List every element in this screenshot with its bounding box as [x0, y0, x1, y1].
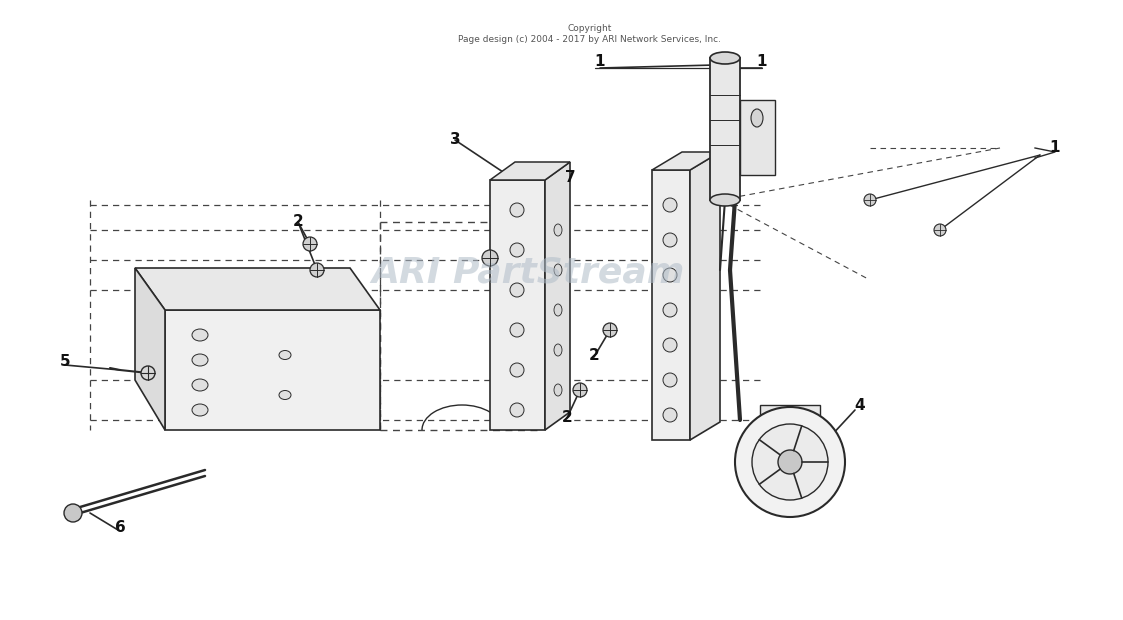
- Circle shape: [510, 323, 524, 337]
- Circle shape: [663, 268, 677, 282]
- Polygon shape: [545, 162, 570, 430]
- Circle shape: [663, 233, 677, 247]
- Circle shape: [141, 366, 155, 380]
- Circle shape: [310, 263, 325, 277]
- Ellipse shape: [192, 354, 208, 366]
- Circle shape: [663, 338, 677, 352]
- Circle shape: [603, 323, 617, 337]
- Ellipse shape: [535, 411, 546, 429]
- Ellipse shape: [279, 391, 291, 399]
- Circle shape: [510, 283, 524, 297]
- Text: 1: 1: [1050, 141, 1060, 156]
- Ellipse shape: [192, 404, 208, 416]
- Text: 2: 2: [588, 348, 600, 363]
- Polygon shape: [652, 170, 690, 440]
- Text: 6: 6: [115, 521, 126, 536]
- Text: 1: 1: [595, 55, 605, 69]
- Circle shape: [934, 224, 946, 236]
- Polygon shape: [135, 268, 165, 430]
- Ellipse shape: [192, 329, 208, 341]
- Ellipse shape: [554, 384, 562, 396]
- Circle shape: [663, 373, 677, 387]
- Polygon shape: [490, 162, 570, 180]
- Circle shape: [663, 198, 677, 212]
- Circle shape: [778, 450, 802, 474]
- Text: 5: 5: [60, 355, 71, 370]
- Polygon shape: [135, 268, 380, 310]
- Polygon shape: [490, 180, 545, 430]
- Circle shape: [510, 243, 524, 257]
- Ellipse shape: [554, 304, 562, 316]
- Ellipse shape: [554, 224, 562, 236]
- Ellipse shape: [535, 309, 546, 327]
- Circle shape: [510, 403, 524, 417]
- Circle shape: [64, 504, 82, 522]
- Polygon shape: [740, 100, 775, 175]
- Text: 3: 3: [449, 133, 460, 148]
- Circle shape: [510, 363, 524, 377]
- Text: 4: 4: [855, 399, 866, 414]
- Circle shape: [663, 408, 677, 422]
- Circle shape: [752, 424, 828, 500]
- Ellipse shape: [710, 194, 740, 206]
- Polygon shape: [690, 152, 720, 440]
- Circle shape: [303, 237, 317, 251]
- Ellipse shape: [710, 52, 740, 64]
- Circle shape: [510, 203, 524, 217]
- Circle shape: [663, 303, 677, 317]
- Polygon shape: [760, 405, 820, 500]
- Circle shape: [482, 250, 497, 266]
- Circle shape: [734, 407, 844, 517]
- Polygon shape: [652, 152, 720, 170]
- Polygon shape: [165, 310, 380, 430]
- Text: ARI PartStream: ARI PartStream: [371, 256, 685, 290]
- Text: Copyright
Page design (c) 2004 - 2017 by ARI Network Services, Inc.: Copyright Page design (c) 2004 - 2017 by…: [458, 24, 721, 44]
- Text: 2: 2: [293, 215, 303, 229]
- Ellipse shape: [535, 241, 546, 259]
- Ellipse shape: [751, 109, 763, 127]
- Ellipse shape: [554, 344, 562, 356]
- Text: 2: 2: [562, 410, 573, 425]
- Ellipse shape: [535, 276, 546, 294]
- Circle shape: [864, 194, 876, 206]
- Ellipse shape: [192, 379, 208, 391]
- Ellipse shape: [279, 350, 291, 360]
- Ellipse shape: [554, 264, 562, 276]
- Polygon shape: [710, 58, 740, 200]
- Circle shape: [573, 383, 587, 397]
- Text: 7: 7: [565, 170, 575, 185]
- Text: 1: 1: [757, 55, 767, 69]
- Ellipse shape: [535, 381, 546, 399]
- Ellipse shape: [535, 346, 546, 364]
